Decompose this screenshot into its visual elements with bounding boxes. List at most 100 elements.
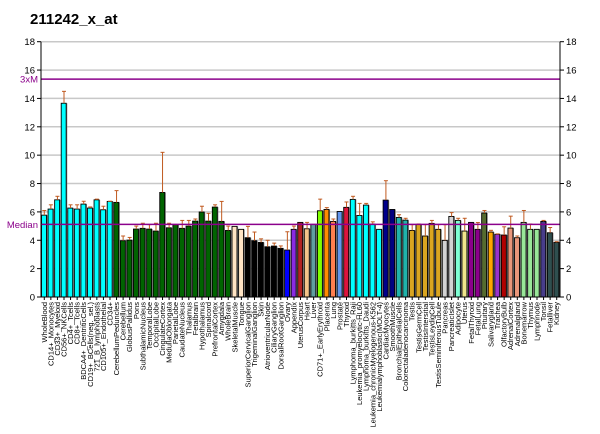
bar (500, 234, 507, 298)
x-tick-label: TestisGermCell (414, 302, 423, 353)
x-tick-label: MedullaOblongata (165, 301, 174, 363)
bar (87, 207, 93, 298)
y-tick-label-right: 18 (566, 37, 577, 48)
bar (67, 207, 74, 298)
bar (395, 216, 402, 298)
y-tick-label-right: 12 (566, 122, 577, 133)
x-tick-label: Pons (132, 302, 141, 319)
y-tick-label-left: 2 (30, 264, 35, 275)
x-tick-label: CD14+_Monocytes (46, 302, 55, 366)
x-tick-label: Trachea (493, 301, 502, 329)
y-tick-label-right: 0 (566, 293, 571, 304)
x-tick-label: Amygdala (217, 301, 226, 335)
x-tick-label: GlobusPallidus (125, 302, 134, 352)
bar (389, 209, 396, 298)
x-tick-label: ParietalLobe (171, 302, 180, 344)
y-tick-label-left: 14 (24, 94, 35, 105)
bar (185, 225, 192, 298)
x-tick-label: TemporalLobe (145, 302, 154, 350)
x-tick-label: CD34+ (105, 301, 114, 325)
bar (310, 223, 317, 298)
bar (494, 233, 501, 298)
x-tick-label: CiliaryGanglion (270, 302, 279, 353)
bar (527, 228, 534, 298)
y-tick-label-left: 10 (24, 151, 35, 162)
y-tick-label-left: 0 (30, 293, 35, 304)
bar (349, 198, 356, 298)
x-tick-label: Adipocyte (454, 302, 463, 335)
bar (211, 206, 218, 298)
bar (376, 228, 382, 298)
x-tick-label: CD19+_BCells(neg._sel.) (86, 302, 95, 387)
x-tick-label: AtrioventricularNode (263, 302, 272, 370)
x-tick-label: SmoothMuscle (388, 302, 397, 352)
bar (93, 199, 100, 298)
reference-lines: 3xM Median (7, 75, 560, 231)
x-tick-label: Leukemia_chronicMyelogenous-K562 (368, 302, 377, 428)
x-tick-label: SkeletalMuscle (230, 302, 239, 352)
x-tick-label: Pituitary (480, 302, 489, 329)
bar (369, 223, 376, 298)
x-tick-label: Lymphoma_burkitts_Daudi (362, 302, 371, 391)
x-tick-label: Skin (257, 302, 266, 317)
x-tick-label: Fetalliver (546, 302, 555, 333)
bar (100, 209, 107, 298)
bar (172, 224, 179, 298)
bar (119, 240, 126, 298)
x-tick-label: Thalamus (184, 302, 193, 335)
x-tick-label: Lymphnode (533, 302, 542, 341)
x-tick-label: Lymphoma_burkitts_Raji (349, 302, 358, 385)
x-tick-label: Adrenalgland (513, 302, 522, 346)
bar (146, 228, 153, 298)
x-tick-label: SuperiorCervicalGanglion (243, 302, 252, 387)
x-tick-label: TestisSeminiferousTubule (434, 302, 443, 388)
x-tick-label: CerebellumPeduncles (112, 302, 121, 376)
bar (487, 231, 494, 298)
bar (415, 223, 422, 298)
x-tick-label: CD33+_Myeloid (53, 302, 62, 356)
y-tick-label-right: 8 (566, 179, 571, 190)
x-tick-label: Colorectaladenocarcinoma (401, 301, 410, 391)
bar (553, 241, 560, 298)
x-tick-label: TestisIntersitial (421, 302, 430, 352)
x-tick-label: Leukemia_promyelocytic-HL60 (355, 302, 364, 405)
bar (238, 228, 245, 298)
bar (80, 203, 87, 298)
bar (152, 230, 159, 298)
x-tick-label: Cerebellum (119, 302, 128, 340)
x-tick-label: Ovary (283, 302, 292, 322)
x-tick-label: OccipitalLobe (151, 302, 160, 347)
x-tick-label: PrefrontalCortex (211, 302, 220, 357)
bar (382, 199, 389, 298)
bar (448, 215, 455, 298)
bar (546, 232, 553, 298)
x-tick-label: TrigeminalGanglion (250, 302, 259, 367)
x-tick-label: CD8+_Tcells (73, 302, 82, 345)
bar (41, 214, 47, 298)
x-tick-label: CD105+_Endothelial (99, 302, 108, 371)
bar (224, 230, 231, 298)
x-tick-label: BDCA4+_DentriticCells (79, 302, 88, 380)
x-tick-label: 721_B_lymphoblasts (92, 302, 101, 372)
bar (461, 230, 468, 298)
x-tick-label: Pancreas (441, 302, 450, 334)
x-tick-label: Uterus (460, 302, 469, 324)
y-tick-label-right: 2 (566, 264, 571, 275)
bar (408, 230, 415, 298)
bar (481, 212, 488, 298)
y-tick-label-right: 14 (566, 94, 577, 105)
y-tick-label-left: 12 (24, 122, 35, 133)
y-tick-label-right: 10 (566, 151, 577, 162)
bar (454, 219, 461, 298)
x-tick-label: WholeBrain (224, 302, 233, 341)
x-tick-label: Liver (309, 302, 318, 319)
y-tick-label-left: 18 (24, 37, 35, 48)
x-tick-label: Tonsil (539, 302, 548, 322)
bar (290, 228, 297, 298)
bar (264, 246, 271, 298)
bar (428, 222, 435, 298)
x-tick-label: OlfactoryBulb (500, 302, 509, 347)
bar (507, 227, 514, 298)
x-tick-label: Lung (329, 302, 338, 319)
reference-line-label: 3xM (20, 75, 38, 86)
